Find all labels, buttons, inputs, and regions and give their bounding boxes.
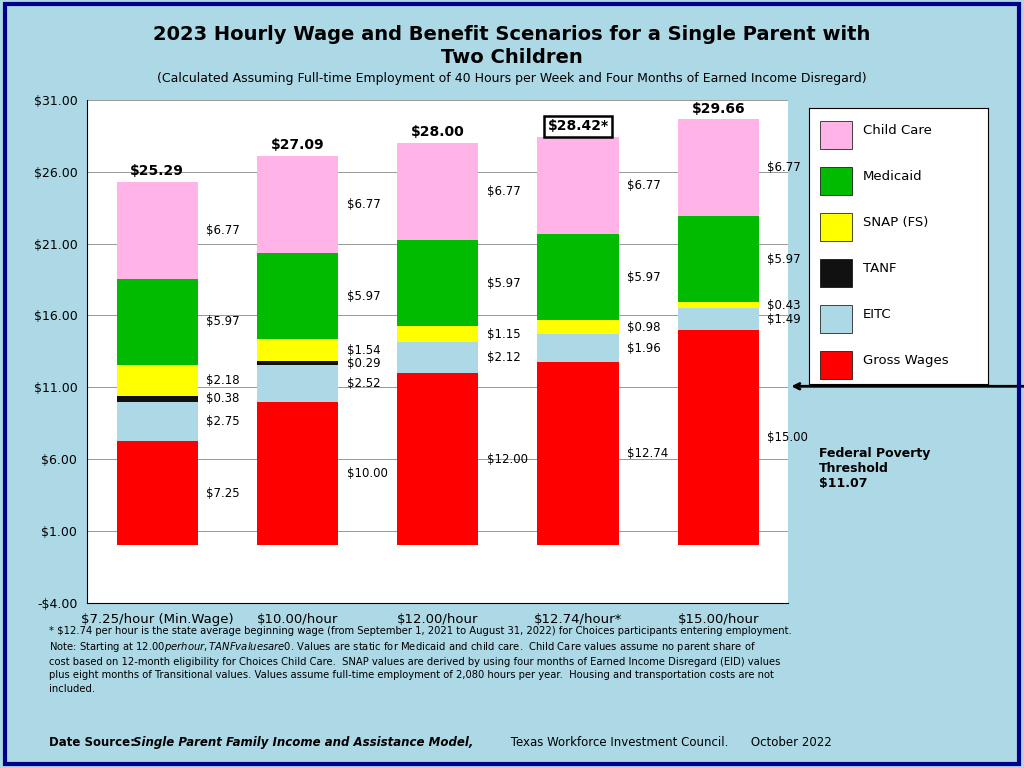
Text: 2023 Hourly Wage and Benefit Scenarios for a Single Parent with: 2023 Hourly Wage and Benefit Scenarios f… (154, 25, 870, 44)
Text: $12.00: $12.00 (486, 452, 527, 465)
Bar (678, 329, 759, 545)
Text: Gross Wages: Gross Wages (862, 355, 948, 367)
Text: EITC: EITC (862, 309, 891, 321)
Text: $0.98: $0.98 (627, 320, 660, 333)
Text: Two Children: Two Children (441, 48, 583, 67)
Bar (257, 402, 338, 545)
Text: $2.12: $2.12 (486, 351, 520, 364)
Text: $1.15: $1.15 (486, 328, 520, 341)
Bar (257, 361, 338, 366)
Bar (117, 402, 198, 441)
Bar (819, 213, 852, 240)
Text: $6.77: $6.77 (767, 161, 801, 174)
Bar (117, 279, 198, 365)
Bar (819, 259, 852, 286)
Bar (819, 305, 852, 333)
Text: $0.29: $0.29 (346, 357, 380, 370)
Bar (678, 217, 759, 302)
Text: $1.96: $1.96 (627, 342, 660, 355)
Text: TANF: TANF (862, 263, 896, 275)
Bar (257, 156, 338, 253)
Text: $5.97: $5.97 (767, 253, 801, 266)
Text: Date Source:: Date Source: (49, 736, 143, 749)
Bar (819, 351, 852, 379)
Bar (819, 167, 852, 194)
Bar (257, 339, 338, 361)
Text: $6.77: $6.77 (486, 185, 520, 198)
Bar (117, 396, 198, 402)
Text: $6.77: $6.77 (206, 224, 240, 237)
Bar (397, 343, 478, 373)
Text: $10.00: $10.00 (346, 467, 387, 480)
Bar (678, 302, 759, 309)
Bar (538, 137, 618, 234)
Text: Single Parent Family Income and Assistance Model,: Single Parent Family Income and Assistan… (133, 736, 473, 749)
Bar (117, 182, 198, 279)
Text: $1.54: $1.54 (346, 344, 380, 356)
Text: $6.77: $6.77 (346, 198, 380, 211)
Text: $1.49: $1.49 (767, 313, 801, 326)
Bar (538, 334, 618, 362)
Bar (397, 326, 478, 343)
Bar (678, 309, 759, 329)
Text: $28.42*: $28.42* (548, 119, 608, 134)
Text: $28.00: $28.00 (411, 125, 465, 139)
Text: $15.00: $15.00 (767, 431, 808, 444)
Bar (538, 234, 618, 320)
Text: Child Care: Child Care (862, 124, 932, 137)
Text: $7.25: $7.25 (206, 487, 240, 500)
Bar (538, 362, 618, 545)
Text: $5.97: $5.97 (206, 316, 240, 329)
Text: $29.66: $29.66 (691, 101, 745, 115)
Text: Federal Poverty
Threshold
$11.07: Federal Poverty Threshold $11.07 (819, 447, 931, 490)
Text: (Calculated Assuming Full-time Employment of 40 Hours per Week and Four Months o: (Calculated Assuming Full-time Employmen… (158, 72, 866, 84)
Text: $6.77: $6.77 (627, 179, 660, 192)
Text: $27.09: $27.09 (270, 138, 325, 152)
Bar (397, 143, 478, 240)
Text: $5.97: $5.97 (346, 290, 380, 303)
Bar (117, 441, 198, 545)
Text: $0.43: $0.43 (767, 299, 801, 312)
Text: $5.97: $5.97 (486, 276, 520, 290)
Bar (257, 366, 338, 402)
Text: SNAP (FS): SNAP (FS) (862, 217, 928, 229)
Bar (117, 365, 198, 396)
Text: $5.97: $5.97 (627, 270, 660, 283)
Bar (397, 373, 478, 545)
Bar (397, 240, 478, 326)
Bar (819, 121, 852, 148)
Text: $2.75: $2.75 (206, 415, 240, 428)
Text: $0.38: $0.38 (206, 392, 240, 406)
Text: $2.52: $2.52 (346, 377, 380, 390)
Text: Texas Workforce Investment Council.      October 2022: Texas Workforce Investment Council. Octo… (507, 736, 831, 749)
Bar (538, 320, 618, 334)
Bar (678, 119, 759, 217)
Text: $25.29: $25.29 (130, 164, 184, 178)
Text: $12.74: $12.74 (627, 447, 669, 460)
Bar (257, 253, 338, 339)
Text: Medicaid: Medicaid (862, 170, 923, 183)
Text: $2.18: $2.18 (206, 374, 240, 387)
Text: * $12.74 per hour is the state average beginning wage (from September 1, 2021 to: * $12.74 per hour is the state average b… (49, 626, 792, 694)
